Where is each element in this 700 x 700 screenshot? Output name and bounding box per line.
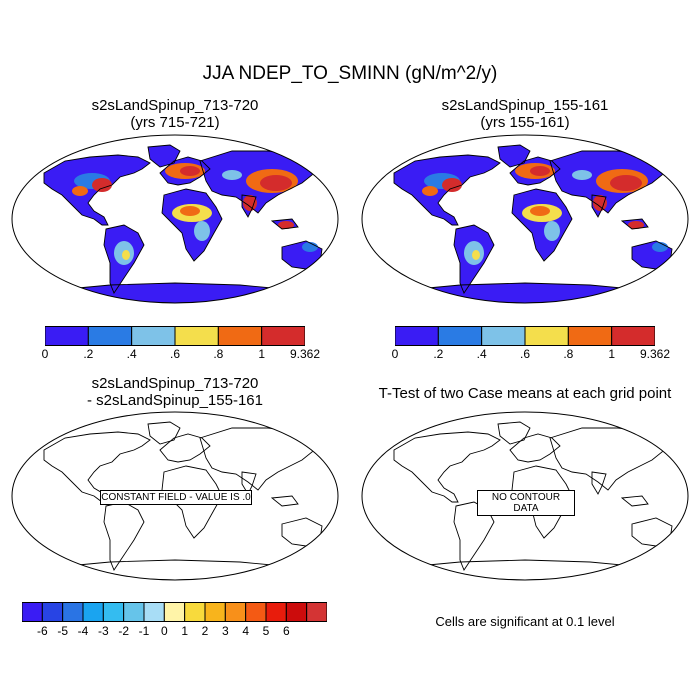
colorbar-diff-labels: -6 -5 -4 -3 -2 -1 0 1 2 3 4 5 6 bbox=[22, 624, 327, 640]
map-panel-case1 bbox=[10, 133, 340, 305]
colorbar-swatch bbox=[174, 326, 219, 346]
panel3-title-line1: s2sLandSpinup_713-720 bbox=[91, 375, 259, 392]
colorbar-label: .2 bbox=[83, 347, 94, 361]
colorbar-swatch bbox=[224, 602, 247, 622]
colorbar-swatch bbox=[217, 326, 263, 346]
deposition-hotspots bbox=[422, 163, 668, 265]
colorbar-swatch bbox=[285, 602, 308, 622]
colorbar-main-right-labels: 0 .2 .4 .6 .8 1 9.362 bbox=[391, 347, 670, 363]
map-panel-case2 bbox=[360, 133, 690, 305]
colorbar-label: .8 bbox=[563, 347, 574, 361]
colorbar-main-right bbox=[394, 326, 656, 346]
colorbar-swatch bbox=[524, 326, 569, 346]
panel2-title-line1: s2sLandSpinup_155-161 bbox=[441, 97, 609, 114]
colorbar-label: 5 bbox=[262, 624, 270, 638]
colorbar-swatch bbox=[62, 602, 84, 622]
colorbar-label: 3 bbox=[221, 624, 229, 638]
colorbar-label: 2 bbox=[201, 624, 209, 638]
colorbar-swatch bbox=[143, 602, 165, 622]
colorbar-diff bbox=[21, 602, 328, 622]
colorbar-swatch bbox=[481, 326, 526, 346]
colorbar-swatch bbox=[131, 326, 176, 346]
colorbar-label: 1 bbox=[258, 347, 265, 361]
panel3-title: s2sLandSpinup_713-720 - s2sLandSpinup_15… bbox=[10, 375, 340, 409]
colorbar-label: 9.362 bbox=[289, 347, 321, 361]
colorbar-label: 1 bbox=[181, 624, 188, 638]
colorbar-swatch bbox=[265, 602, 287, 622]
colorbar-swatch bbox=[184, 602, 206, 622]
panel1-title-line1: s2sLandSpinup_713-720 bbox=[91, 97, 259, 114]
colorbar-swatch bbox=[87, 326, 133, 346]
colorbar-label: .4 bbox=[126, 347, 137, 361]
panel1-title-line2: (yrs 715-721) bbox=[130, 114, 220, 131]
colorbar-swatch bbox=[394, 326, 439, 346]
colorbar-swatch bbox=[567, 326, 613, 346]
colorbar-swatch bbox=[437, 326, 483, 346]
colorbar-swatch bbox=[44, 326, 89, 346]
colorbar-label: -6 bbox=[36, 624, 48, 638]
colorbar-swatch bbox=[611, 326, 656, 346]
colorbar-label: 6 bbox=[282, 624, 290, 638]
colorbar-label: -3 bbox=[97, 624, 109, 638]
colorbar-label: .6 bbox=[169, 347, 181, 361]
colorbar-swatch bbox=[163, 602, 186, 622]
colorbar-swatch bbox=[102, 602, 125, 622]
colorbar-label: 0 bbox=[160, 624, 168, 638]
colorbar-label: .6 bbox=[519, 347, 531, 361]
colorbar-swatch bbox=[204, 602, 226, 622]
colorbar-swatch bbox=[21, 602, 43, 622]
colorbar-main-right-swatches bbox=[394, 326, 656, 346]
colorbar-label: -2 bbox=[118, 624, 129, 638]
colorbar-label: 0 bbox=[41, 347, 49, 361]
colorbar-label: 4 bbox=[242, 624, 249, 638]
colorbar-label: 0 bbox=[391, 347, 399, 361]
colorbar-label: .8 bbox=[213, 347, 224, 361]
colorbar-label: .4 bbox=[476, 347, 487, 361]
panel4-title-line1: T-Test of two Case means at each grid po… bbox=[378, 385, 672, 402]
colorbar-main-left-labels: 0 .2 .4 .6 .8 1 9.362 bbox=[41, 347, 320, 363]
colorbar-swatch bbox=[261, 326, 306, 346]
map-panel-ttest: NO CONTOUR DATA bbox=[360, 410, 690, 582]
panel1-title: s2sLandSpinup_713-720 (yrs 715-721) bbox=[10, 97, 340, 131]
constant-field-box: CONSTANT FIELD - VALUE IS .0 bbox=[100, 490, 252, 505]
colorbar-label: 1 bbox=[608, 347, 615, 361]
colorbar-label: -1 bbox=[138, 624, 150, 638]
colorbar-label: 9.362 bbox=[639, 347, 671, 361]
deposition-hotspots bbox=[72, 163, 318, 265]
panel3-title-line2: - s2sLandSpinup_155-161 bbox=[87, 392, 263, 409]
colorbar-label: .2 bbox=[433, 347, 444, 361]
colorbar-swatch bbox=[245, 602, 267, 622]
colorbar-label: -4 bbox=[77, 624, 89, 638]
colorbar-label: -5 bbox=[57, 624, 68, 638]
colorbar-swatch bbox=[123, 602, 145, 622]
colorbar-main-left bbox=[44, 326, 306, 346]
no-contour-box: NO CONTOUR DATA bbox=[477, 490, 575, 516]
colorbar-swatch bbox=[306, 602, 328, 622]
panel2-title: s2sLandSpinup_155-161 (yrs 155-161) bbox=[360, 97, 690, 131]
significance-note: Cells are significant at 0.1 level bbox=[435, 614, 615, 629]
colorbar-swatch bbox=[41, 602, 64, 622]
panel4-title: T-Test of two Case means at each grid po… bbox=[360, 385, 690, 402]
figure-title: JJA NDEP_TO_SMINN (gN/m^2/y) bbox=[202, 63, 498, 84]
map-panel-diff: CONSTANT FIELD - VALUE IS .0 bbox=[10, 410, 340, 582]
colorbar-main-left-swatches bbox=[44, 326, 306, 346]
colorbar-diff-swatches bbox=[21, 602, 328, 622]
colorbar-swatch bbox=[82, 602, 104, 622]
panel2-title-line2: (yrs 155-161) bbox=[480, 114, 570, 131]
